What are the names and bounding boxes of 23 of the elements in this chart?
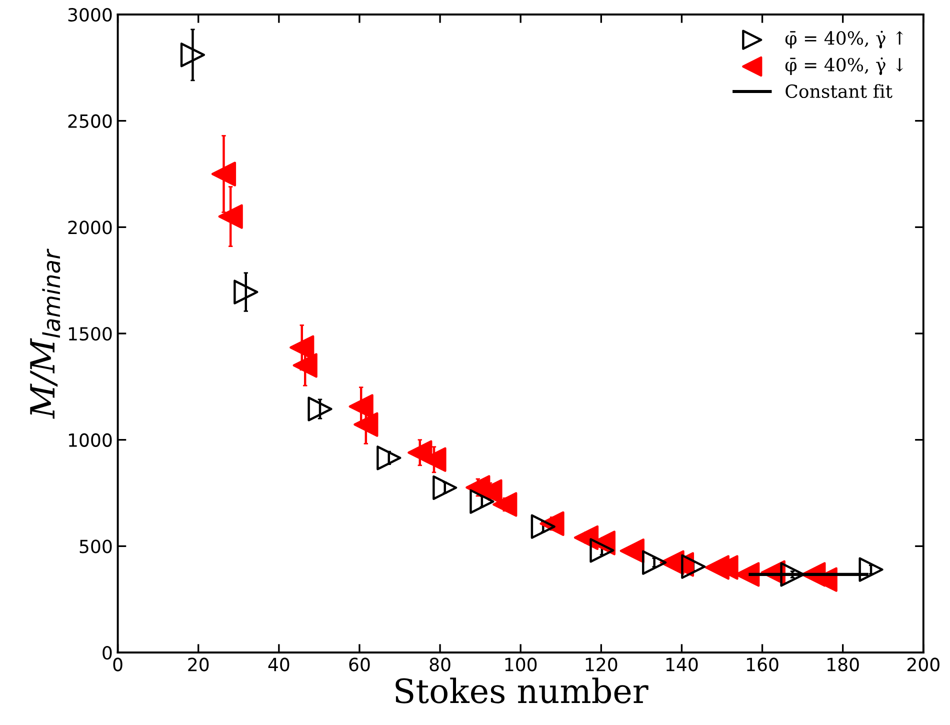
x-tick-label: 180 bbox=[828, 658, 859, 672]
y-tick-label: 2000 bbox=[68, 220, 112, 234]
x-tick-label: 160 bbox=[747, 658, 778, 672]
y-tick-label: 2500 bbox=[68, 114, 112, 128]
y-tick-label: 1500 bbox=[68, 326, 112, 341]
x-tick-label: 0 bbox=[113, 658, 122, 672]
x-tick-label: 80 bbox=[430, 658, 450, 672]
legend-label: φ̄ = 40%, γ̇ ↑ bbox=[785, 30, 904, 48]
x-tick-label: 20 bbox=[188, 658, 209, 672]
y-tick-label: 500 bbox=[80, 540, 112, 554]
x-tick-label: 140 bbox=[666, 658, 698, 672]
y-axis-title: M/M$_{laminar}$ bbox=[30, 248, 60, 419]
legend-label: Constant fit bbox=[786, 84, 892, 98]
x-tick-label: 40 bbox=[268, 658, 290, 672]
legend-label: φ̄ = 40%, γ̇ ↓ bbox=[785, 57, 904, 76]
x-tick-label: 120 bbox=[586, 658, 618, 672]
x-tick-label: 200 bbox=[907, 658, 940, 672]
y-tick-label: 0 bbox=[102, 646, 112, 660]
y-tick-label: 1000 bbox=[68, 433, 112, 447]
y-tick-label: 3000 bbox=[68, 8, 112, 22]
x-tick-label: 100 bbox=[505, 658, 537, 672]
x-tick-label: 60 bbox=[349, 658, 370, 672]
x-axis-title: Stokes number bbox=[396, 678, 648, 704]
